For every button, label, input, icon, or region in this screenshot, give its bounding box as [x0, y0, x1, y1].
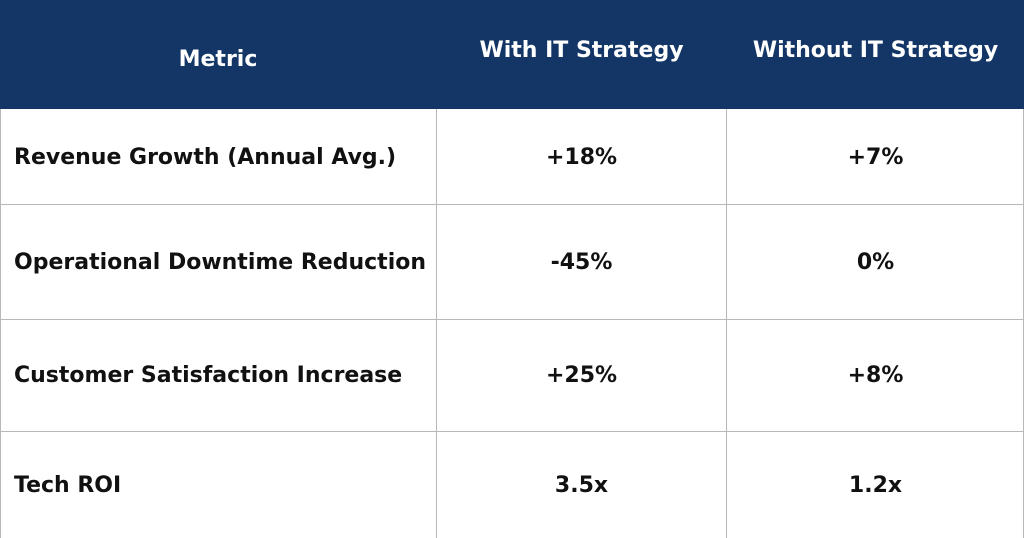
metric-cell: Revenue Growth (Annual Avg.): [14, 144, 397, 170]
table-row: Revenue Growth (Annual Avg.) +18% +7%: [0, 110, 1024, 204]
without-strategy-cell: +8%: [847, 363, 904, 388]
column-divider: [436, 109, 437, 538]
without-strategy-cell: 0%: [856, 249, 895, 275]
without-strategy-cell: +7%: [847, 144, 904, 170]
column-header-metric: Metric: [178, 47, 258, 72]
metric-cell: Operational Downtime Reduction: [14, 249, 427, 275]
row-divider: [0, 204, 1024, 205]
table-border-left: [0, 109, 1, 538]
metric-cell: Customer Satisfaction Increase: [14, 363, 403, 388]
table-header: Metric With IT Strategy Without IT Strat…: [0, 0, 1024, 109]
column-divider: [726, 109, 727, 538]
column-header-without-it-strategy: Without IT Strategy: [752, 38, 999, 63]
column-header-with-it-strategy: With IT Strategy: [479, 38, 684, 63]
with-strategy-cell: -45%: [550, 249, 613, 275]
with-strategy-cell: +18%: [545, 144, 618, 170]
row-divider: [0, 319, 1024, 320]
without-strategy-cell: 1.2x: [848, 472, 903, 498]
with-strategy-cell: 3.5x: [554, 472, 609, 498]
table-row: Customer Satisfaction Increase +25% +8%: [0, 320, 1024, 431]
metric-cell: Tech ROI: [14, 472, 122, 498]
table-row: Operational Downtime Reduction -45% 0%: [0, 205, 1024, 319]
row-divider: [0, 431, 1024, 432]
table-row: Tech ROI 3.5x 1.2x: [0, 432, 1024, 538]
with-strategy-cell: +25%: [545, 363, 618, 388]
